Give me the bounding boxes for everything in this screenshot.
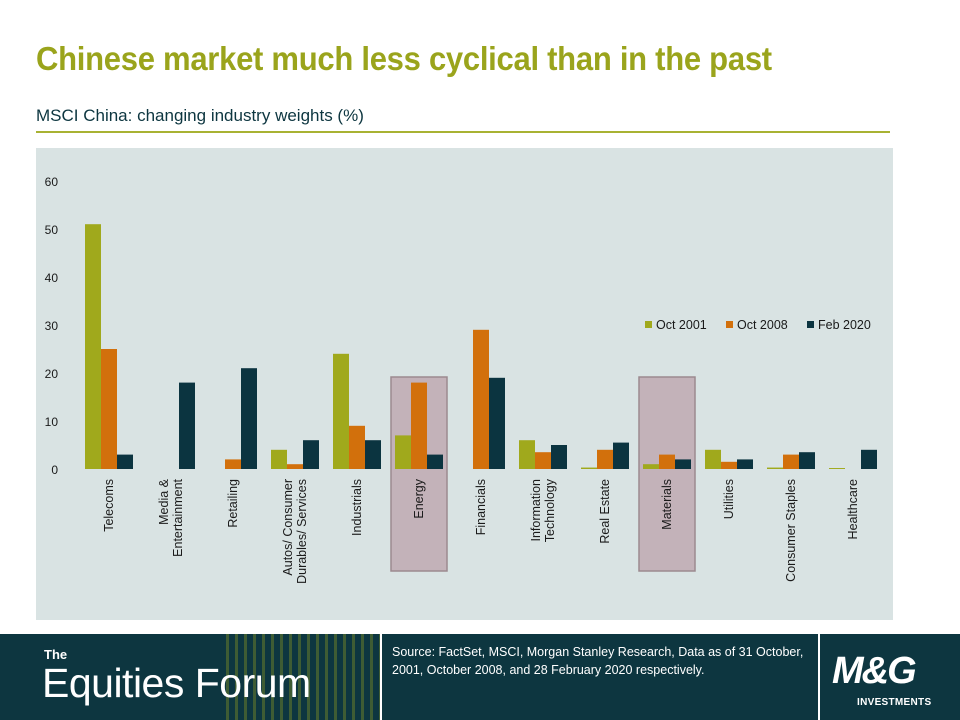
y-tick-label: 40 bbox=[45, 271, 59, 285]
bar-oct-2001 bbox=[767, 467, 783, 469]
source-note: Source: FactSet, MSCI, Morgan Stanley Re… bbox=[392, 645, 804, 677]
legend-swatch-feb-2020 bbox=[807, 321, 814, 328]
x-category-label: Real Estate bbox=[598, 479, 612, 544]
footer-bar bbox=[0, 634, 960, 720]
footer-stripes bbox=[220, 634, 380, 720]
x-category-label: Utilities bbox=[722, 479, 736, 519]
y-tick-label: 10 bbox=[45, 415, 59, 429]
x-category-label: Industrials bbox=[350, 479, 364, 536]
bar-oct-2008 bbox=[535, 452, 551, 469]
mg-logo: M&G bbox=[832, 650, 917, 692]
legend-swatch-oct-2001 bbox=[645, 321, 652, 328]
y-tick-label: 50 bbox=[45, 223, 59, 237]
legend-label: Feb 2020 bbox=[818, 318, 871, 332]
x-category-label: Healthcare bbox=[846, 479, 860, 539]
chart-subtitle: MSCI China: changing industry weights (%… bbox=[36, 106, 364, 125]
bar-oct-2001 bbox=[705, 449, 721, 469]
bar-oct-2008 bbox=[411, 382, 427, 469]
bar-feb-2020 bbox=[861, 449, 877, 469]
x-category-label: Retailing bbox=[226, 479, 240, 528]
bar-feb-2020 bbox=[675, 459, 691, 469]
x-category-label: InformationTechnology bbox=[529, 478, 557, 542]
x-category-label: Media &Entertainment bbox=[157, 478, 185, 556]
bar-oct-2001 bbox=[519, 440, 535, 469]
bar-feb-2020 bbox=[365, 440, 381, 469]
legend-swatch-oct-2008 bbox=[726, 321, 733, 328]
bar-oct-2008 bbox=[225, 459, 241, 469]
y-tick-label: 60 bbox=[45, 175, 59, 189]
bar-feb-2020 bbox=[613, 442, 629, 469]
bar-feb-2020 bbox=[117, 454, 133, 469]
bar-oct-2001 bbox=[271, 449, 287, 469]
highlight-box-materials bbox=[638, 376, 696, 572]
bar-feb-2020 bbox=[489, 377, 505, 469]
footer-separator bbox=[818, 634, 820, 720]
bar-chart: 0 10 20 30 40 50 60 Telecoms Media &Entertainmen… bbox=[45, 175, 877, 584]
y-tick-label: 0 bbox=[51, 463, 58, 477]
y-tick-label: 30 bbox=[45, 319, 59, 333]
bar-feb-2020 bbox=[427, 454, 443, 469]
bar-feb-2020 bbox=[799, 452, 815, 469]
legend-label: Oct 2001 bbox=[656, 318, 707, 332]
legend-label: Oct 2008 bbox=[737, 318, 788, 332]
bar-oct-2001 bbox=[333, 353, 349, 469]
x-category-label: Materials bbox=[660, 479, 674, 530]
footer-separator bbox=[380, 634, 382, 720]
slide-title: Chinese market much less cyclical than i… bbox=[36, 40, 772, 77]
bar-oct-2001 bbox=[829, 468, 845, 469]
bar-feb-2020 bbox=[737, 459, 753, 469]
bar-feb-2020 bbox=[303, 440, 319, 469]
bar-oct-2008 bbox=[287, 464, 303, 469]
bar-oct-2008 bbox=[721, 461, 737, 469]
bar-oct-2008 bbox=[783, 454, 799, 469]
y-tick-label: 20 bbox=[45, 367, 59, 381]
chart-panel: 0 10 20 30 40 50 60 Telecoms Media &Entertainmen… bbox=[36, 148, 893, 620]
x-category-label: Autos/ ConsumerDurables/ Services bbox=[281, 479, 309, 584]
bar-feb-2020 bbox=[241, 368, 257, 469]
bar-oct-2001 bbox=[581, 467, 597, 469]
bar-oct-2001 bbox=[395, 435, 411, 469]
brand-equities-forum: Equities Forum bbox=[42, 660, 311, 706]
mg-logo-subtext: INVESTMENTS bbox=[857, 697, 932, 708]
brand-the: The bbox=[44, 647, 68, 662]
x-category-label: Consumer Staples bbox=[784, 479, 798, 582]
bar-oct-2008 bbox=[473, 329, 489, 469]
bar-oct-2008 bbox=[101, 349, 117, 469]
bar-oct-2008 bbox=[597, 449, 613, 469]
bar-oct-2001 bbox=[643, 464, 659, 469]
x-category-label: Energy bbox=[412, 478, 426, 518]
x-category-label: Telecoms bbox=[102, 479, 116, 532]
bar-oct-2008 bbox=[659, 454, 675, 469]
bar-feb-2020 bbox=[551, 445, 567, 469]
bar-oct-2001 bbox=[85, 224, 101, 469]
bar-oct-2008 bbox=[349, 425, 365, 469]
x-category-label: Financials bbox=[474, 479, 488, 535]
bar-feb-2020 bbox=[179, 382, 195, 469]
title-divider bbox=[36, 131, 890, 133]
